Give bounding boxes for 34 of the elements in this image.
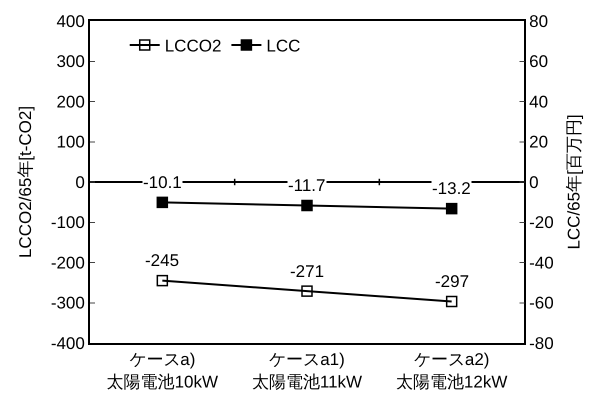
y-tick-label: -200: [50, 253, 85, 272]
y-tick-label: 0: [75, 172, 85, 192]
point: [156, 274, 168, 286]
y-axis-title: LCCO2/65年[t-CO2]: [16, 106, 35, 258]
data-label: -245: [145, 251, 180, 270]
x-tick-label: ケースa2) 太陽電池12kW: [396, 350, 508, 392]
data-label: -297: [435, 272, 470, 291]
y-tick-label: -300: [50, 294, 85, 313]
y2-tick-label: 40: [529, 92, 548, 112]
legend-label: LCCO2: [164, 36, 222, 56]
y-tick-label: -100: [50, 213, 85, 232]
y2-tick-label: 0: [529, 172, 539, 192]
y2-tick-label: 20: [529, 132, 548, 152]
y-tick-label: 400: [56, 12, 85, 31]
data-label: -10.1: [143, 173, 182, 192]
y2-tick-label: -80: [529, 334, 554, 353]
data-label: -11.7: [288, 176, 326, 195]
data-label: -271: [290, 262, 324, 281]
y-tick-label: -400: [50, 334, 85, 353]
point: [446, 296, 458, 308]
y-tick-label: 100: [56, 132, 85, 152]
data-label: -13.2: [432, 179, 471, 198]
y-tick-label: 300: [56, 52, 85, 72]
y2-tick-label: -20: [529, 213, 554, 232]
point: [301, 285, 313, 297]
legend-label: LCC: [266, 36, 300, 56]
x-tick-label: ケースa1) 太陽電池11kW: [252, 350, 362, 392]
y2-tick-label: 80: [529, 12, 548, 31]
x-tick-label: ケースa) 太陽電池10kW: [106, 350, 218, 392]
y2-tick-label: -60: [529, 294, 554, 313]
y2-axis-title: LCC/65年[百万円]: [564, 114, 584, 250]
y2-tick-label: 60: [529, 52, 548, 72]
y-tick-label: 200: [56, 92, 85, 112]
y2-tick-label: -40: [529, 253, 554, 272]
